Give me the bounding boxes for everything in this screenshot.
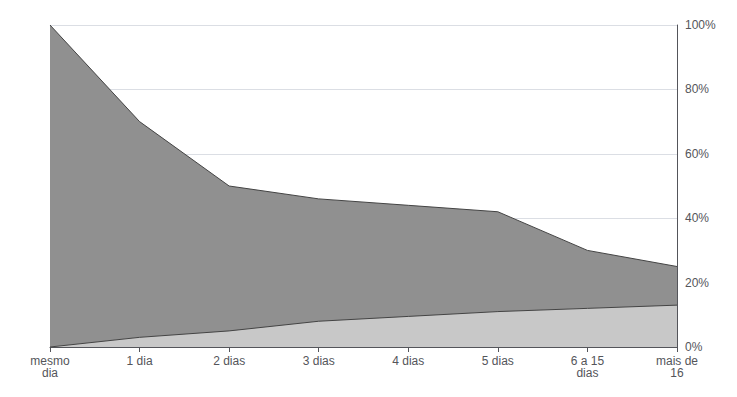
svg-text:mesmo: mesmo <box>30 354 70 368</box>
svg-text:6 a 15: 6 a 15 <box>570 354 605 368</box>
svg-text:0%: 0% <box>685 340 703 354</box>
svg-text:16: 16 <box>670 366 684 380</box>
svg-text:2 dias: 2 dias <box>213 354 245 368</box>
svg-text:60%: 60% <box>685 147 709 161</box>
svg-text:dias: dias <box>576 366 598 380</box>
svg-text:40%: 40% <box>685 211 709 225</box>
svg-text:1 dia: 1 dia <box>127 354 153 368</box>
svg-text:dia: dia <box>42 366 58 380</box>
svg-text:20%: 20% <box>685 276 709 290</box>
svg-text:mais de: mais de <box>656 354 698 368</box>
svg-text:3 dias: 3 dias <box>303 354 335 368</box>
svg-text:80%: 80% <box>685 82 709 96</box>
svg-text:5 dias: 5 dias <box>482 354 514 368</box>
svg-text:100%: 100% <box>685 18 716 32</box>
svg-text:4 dias: 4 dias <box>392 354 424 368</box>
